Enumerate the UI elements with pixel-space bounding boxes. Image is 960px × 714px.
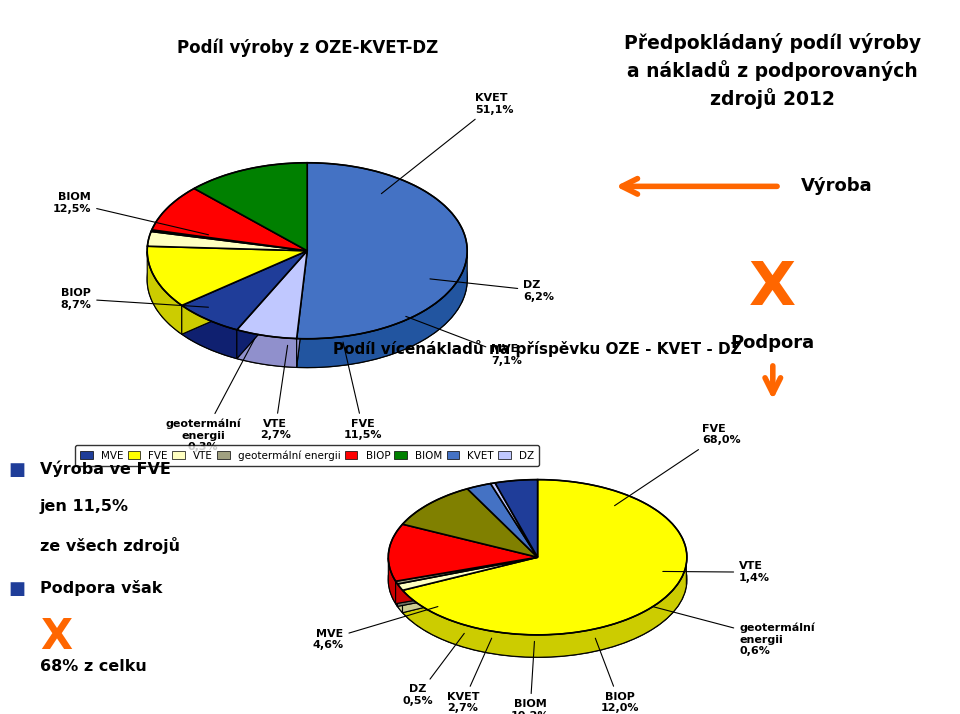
- Polygon shape: [468, 483, 538, 557]
- Polygon shape: [388, 558, 396, 603]
- Polygon shape: [402, 564, 686, 658]
- Polygon shape: [148, 231, 307, 251]
- Text: Předpokládaný podíl výroby
a nákladů z podporovaných
zdrojů 2012: Předpokládaný podíl výroby a nákladů z p…: [624, 33, 922, 109]
- Text: BIOM
10,2%: BIOM 10,2%: [511, 641, 549, 714]
- Text: KVET
2,7%: KVET 2,7%: [446, 638, 492, 713]
- Polygon shape: [181, 251, 307, 334]
- Text: ze všech zdrojů: ze všech zdrojů: [39, 537, 180, 554]
- Polygon shape: [396, 557, 538, 603]
- Polygon shape: [194, 163, 307, 251]
- Polygon shape: [396, 557, 538, 603]
- Text: jen 11,5%: jen 11,5%: [39, 499, 129, 514]
- Polygon shape: [297, 251, 307, 368]
- Text: BIOP
12,0%: BIOP 12,0%: [595, 638, 639, 713]
- Text: KVET
51,1%: KVET 51,1%: [381, 93, 514, 193]
- Polygon shape: [151, 230, 307, 251]
- Polygon shape: [147, 251, 181, 334]
- Polygon shape: [397, 557, 538, 590]
- Polygon shape: [402, 480, 686, 635]
- Text: Výroba: Výroba: [802, 177, 873, 196]
- Title: Podíl výroby z OZE-KVET-DZ: Podíl výroby z OZE-KVET-DZ: [177, 39, 438, 57]
- Text: VTE
1,4%: VTE 1,4%: [662, 561, 770, 583]
- Polygon shape: [147, 246, 307, 306]
- Polygon shape: [181, 306, 237, 358]
- Polygon shape: [181, 251, 307, 330]
- Polygon shape: [237, 251, 307, 358]
- Polygon shape: [397, 557, 538, 606]
- Text: FVE
11,5%: FVE 11,5%: [343, 342, 382, 441]
- Polygon shape: [402, 557, 538, 613]
- Polygon shape: [237, 251, 307, 358]
- Polygon shape: [495, 480, 538, 557]
- Text: geotermální
energii
0,6%: geotermální energii 0,6%: [652, 606, 815, 656]
- Text: Výroba ve FVE: Výroba ve FVE: [39, 461, 171, 478]
- Polygon shape: [396, 581, 397, 606]
- Text: BIOP
8,7%: BIOP 8,7%: [60, 288, 208, 310]
- Text: ■: ■: [9, 580, 26, 598]
- Text: VTE
2,7%: VTE 2,7%: [260, 346, 291, 441]
- Polygon shape: [237, 330, 297, 368]
- Text: Podpora: Podpora: [731, 334, 815, 353]
- Polygon shape: [181, 251, 307, 334]
- Ellipse shape: [147, 191, 468, 368]
- Polygon shape: [396, 557, 538, 584]
- Ellipse shape: [388, 502, 687, 658]
- Polygon shape: [297, 251, 307, 368]
- Text: BIOM
12,5%: BIOM 12,5%: [53, 192, 208, 235]
- Text: DZ
6,2%: DZ 6,2%: [430, 279, 554, 301]
- Polygon shape: [388, 524, 538, 581]
- Polygon shape: [152, 188, 307, 251]
- Text: 68% z celku: 68% z celku: [39, 659, 147, 674]
- Title: Podíl vícenákladů na příspěvku OZE - KVET - DZ: Podíl vícenákladů na příspěvku OZE - KVE…: [333, 340, 742, 357]
- Polygon shape: [402, 557, 538, 613]
- Text: FVE
68,0%: FVE 68,0%: [614, 423, 740, 506]
- Text: Podpora však: Podpora však: [39, 580, 162, 596]
- Text: ■: ■: [9, 461, 26, 479]
- Text: MVE
7,1%: MVE 7,1%: [406, 316, 522, 366]
- Polygon shape: [397, 584, 402, 613]
- Polygon shape: [237, 251, 307, 338]
- Text: X: X: [749, 259, 797, 318]
- Polygon shape: [297, 163, 468, 338]
- Polygon shape: [297, 251, 468, 368]
- Text: X: X: [39, 615, 72, 658]
- Polygon shape: [402, 489, 538, 557]
- Text: DZ
0,5%: DZ 0,5%: [403, 633, 465, 705]
- Text: MVE
4,6%: MVE 4,6%: [312, 607, 438, 650]
- Polygon shape: [491, 483, 538, 557]
- Polygon shape: [397, 557, 538, 606]
- Text: geotermální
energii
0,3%: geotermální energii 0,3%: [165, 338, 254, 453]
- Legend: MVE, FVE, VTE, geotermální energii, BIOP, BIOM, KVET, DZ: MVE, FVE, VTE, geotermální energii, BIOP…: [75, 445, 540, 466]
